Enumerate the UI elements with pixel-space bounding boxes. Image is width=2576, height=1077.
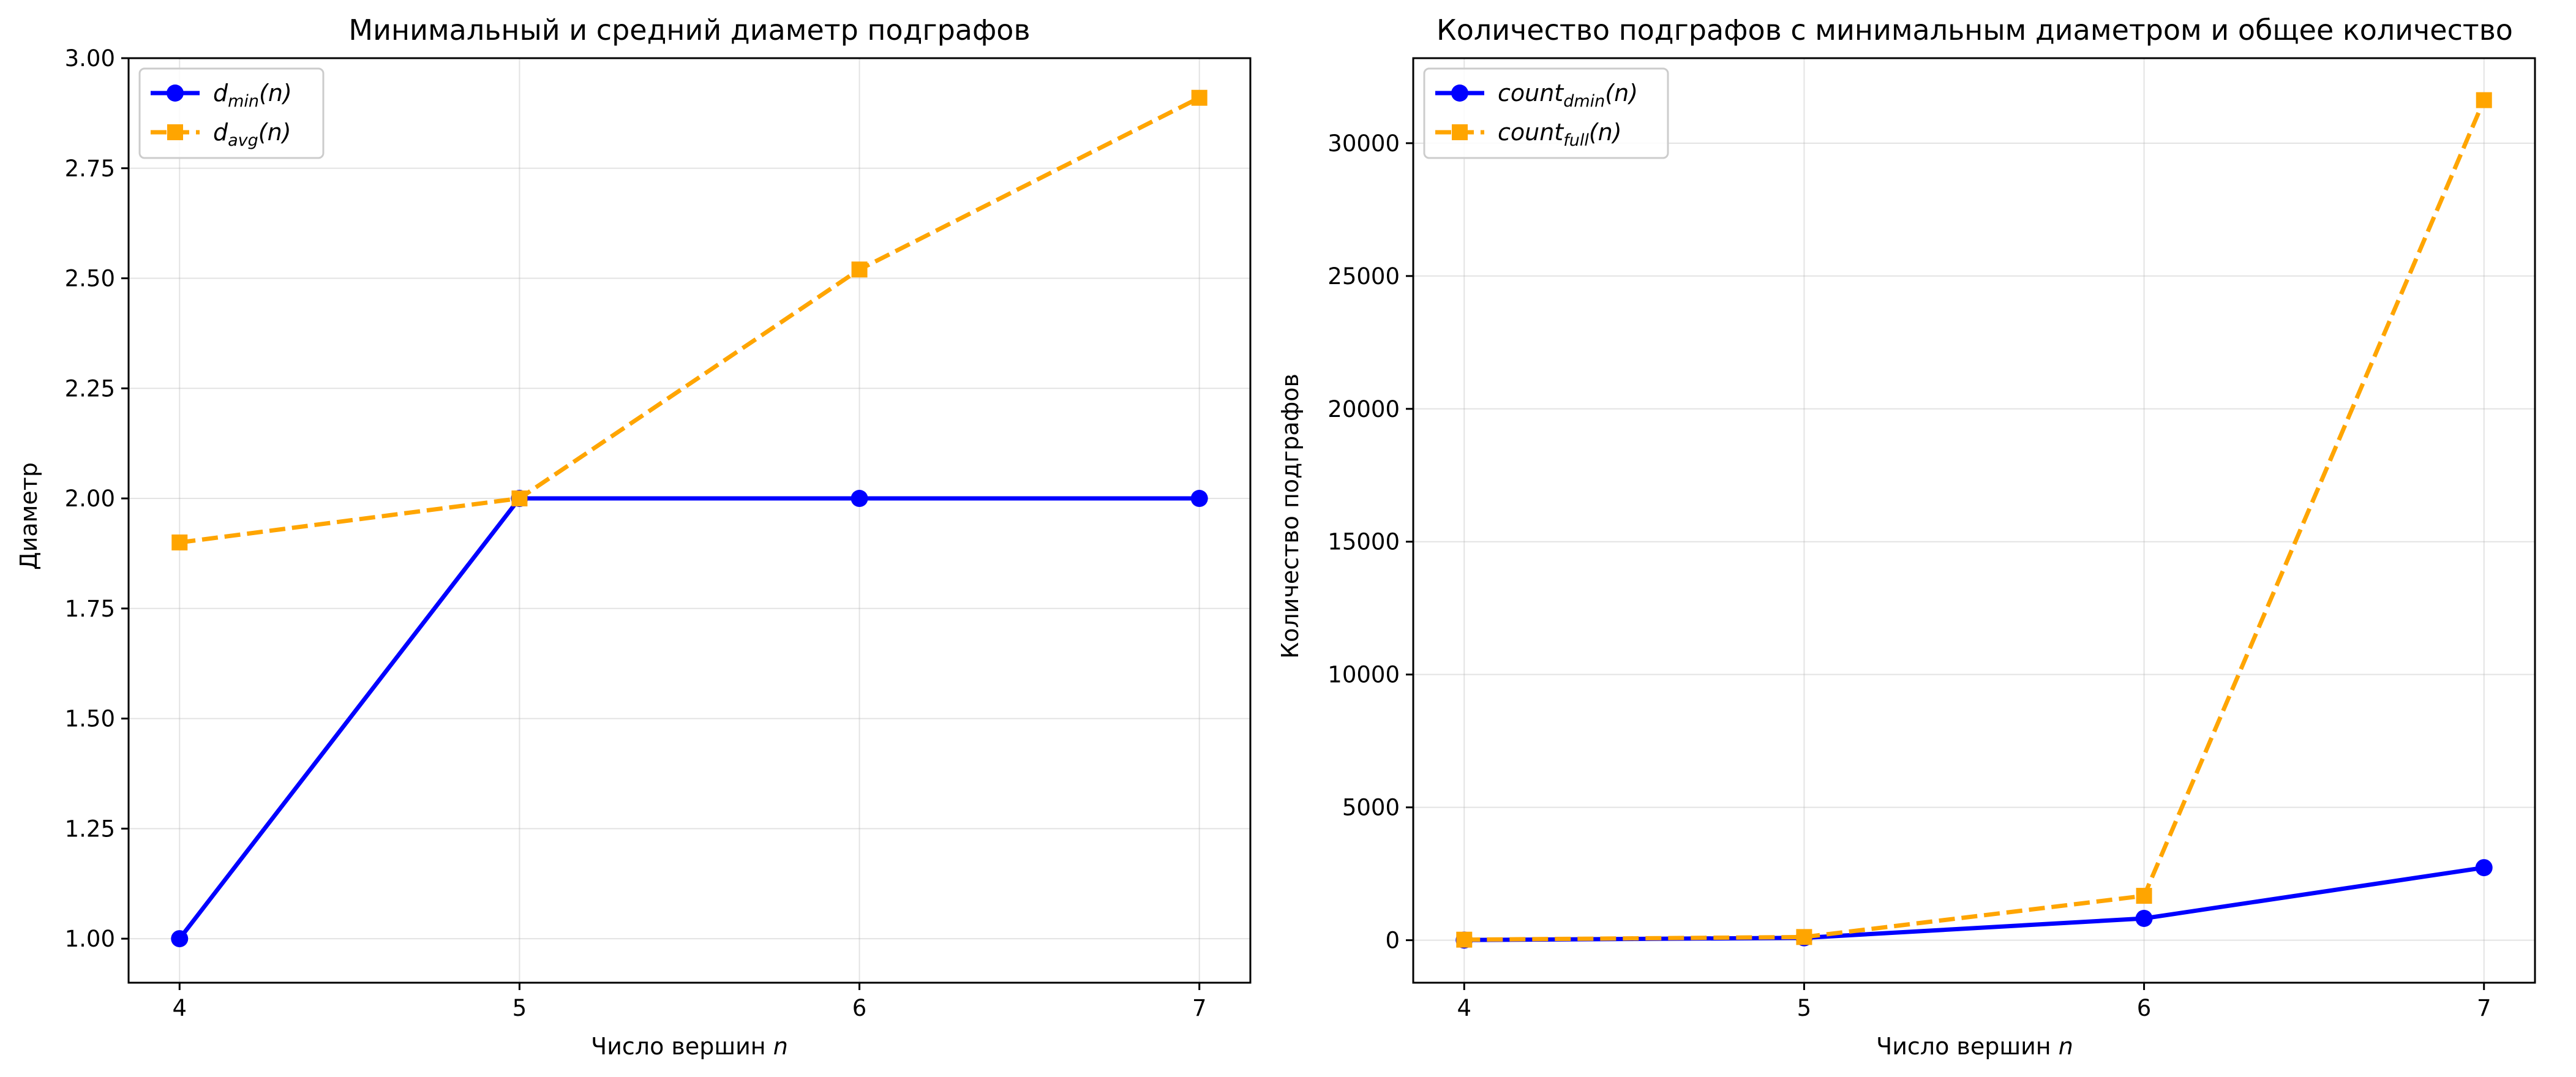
y-axis-label: Диаметр — [15, 462, 42, 570]
grid — [1413, 58, 2535, 983]
y-tick-label: 5000 — [1342, 795, 1400, 821]
legend-swatch-marker — [1452, 124, 1468, 140]
x-tick-label: 7 — [1192, 995, 1207, 1021]
y-tick-label: 2.25 — [65, 375, 115, 402]
data-point — [1796, 929, 1812, 945]
legend-label: dmin(n) — [213, 80, 292, 111]
legend-label: davg(n) — [213, 119, 291, 150]
series-line — [1464, 865, 2485, 942]
series-full — [1456, 92, 2492, 948]
chart-title: Минимальный и средний диаметр подграфов — [348, 13, 1030, 47]
y-tick-label: 15000 — [1327, 529, 1400, 555]
y-tick-label: 1.25 — [65, 816, 115, 842]
grid — [129, 58, 1250, 983]
x-tick-label: 6 — [2137, 995, 2152, 1021]
x-tick-label: 4 — [172, 995, 187, 1021]
y-tick-label: 1.50 — [65, 706, 115, 732]
data-point — [171, 930, 189, 948]
y-tick-label: 2.75 — [65, 156, 115, 182]
chart-subgraph-count: Количество подграфов с минимальным диаме… — [1277, 13, 2536, 1060]
data-point — [1190, 490, 1208, 508]
y-tick-label: 25000 — [1327, 263, 1400, 290]
legend-item-dmin: countdmin(n) — [1435, 80, 1638, 111]
y-tick-label: 2.50 — [65, 266, 115, 292]
legend-label: countdmin(n) — [1498, 80, 1638, 111]
y-tick-label: 10000 — [1327, 662, 1400, 688]
data-point — [511, 490, 528, 507]
data-point — [1456, 931, 1473, 948]
x-tick-label: 5 — [513, 995, 527, 1021]
legend: dmin(n) davg(n) — [138, 67, 325, 159]
legend-item-avg: davg(n) — [151, 119, 291, 150]
x-tick-label: 4 — [1457, 995, 1471, 1021]
axes-frame — [1412, 57, 2536, 984]
y-tick-label: 3.00 — [65, 45, 115, 72]
series-avg — [171, 89, 1207, 550]
y-axis-label: Количество подграфов — [1277, 373, 1304, 659]
series-dmin — [1455, 859, 2493, 949]
data-point — [2135, 909, 2153, 927]
x-axis-label: Число вершин n — [591, 1033, 788, 1060]
y-tick-label: 30000 — [1327, 130, 1400, 157]
x-tick-label: 5 — [1797, 995, 1812, 1021]
y-tick-label: 0 — [1385, 928, 1400, 954]
data-point — [2475, 859, 2493, 877]
y-tick-label: 20000 — [1327, 396, 1400, 422]
series-line — [179, 96, 1201, 545]
legend-item-min: dmin(n) — [151, 80, 292, 111]
data-point — [851, 490, 868, 508]
series-line — [178, 496, 1200, 940]
legend-box — [1423, 67, 1669, 159]
legend-swatch-marker — [167, 124, 183, 140]
chart-title: Количество подграфов с минимальным диаме… — [1436, 13, 2513, 47]
axes-frame — [127, 57, 1252, 984]
x-tick-label: 6 — [852, 995, 867, 1021]
legend-swatch-marker — [167, 84, 184, 102]
data-point — [171, 534, 188, 550]
legend: countdmin(n) countfull(n) — [1423, 67, 1669, 159]
x-axis-label: Число вершин n — [1876, 1033, 2073, 1060]
data-point — [2136, 888, 2152, 904]
data-point — [1191, 89, 1207, 106]
y-tick-label: 1.00 — [65, 926, 115, 952]
legend-label: countfull(n) — [1498, 119, 1622, 150]
data-point — [2476, 92, 2492, 108]
y-tick-label: 2.00 — [65, 486, 115, 512]
chart-diameter: Минимальный и средний диаметр подграфов … — [15, 13, 1252, 1060]
x-tick-label: 7 — [2477, 995, 2492, 1021]
data-point — [851, 261, 868, 278]
legend-item-full: countfull(n) — [1435, 119, 1622, 150]
series-line — [1464, 99, 2486, 942]
legend-swatch-marker — [1451, 84, 1468, 102]
y-tick-label: 1.75 — [65, 596, 115, 622]
